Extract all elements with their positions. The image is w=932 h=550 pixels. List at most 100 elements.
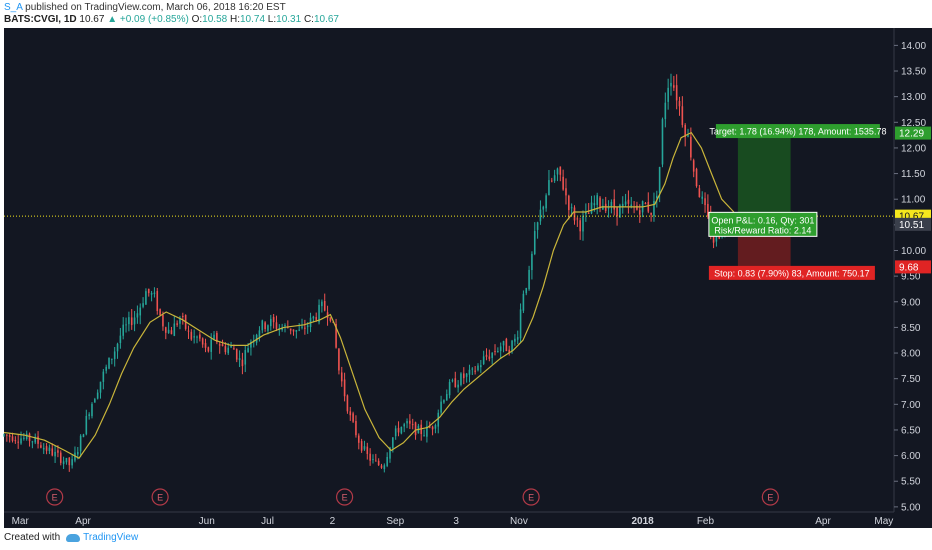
price-chart[interactable]: 14.0013.5013.0012.5012.0011.5011.0010.50… [0, 28, 932, 528]
candle-body [647, 201, 650, 212]
candle-body [193, 336, 195, 338]
candle-body [292, 329, 295, 332]
y-tick-label: 11.50 [901, 169, 926, 180]
candle-body [272, 317, 275, 323]
candle-body [128, 317, 130, 325]
candle-body [269, 318, 272, 327]
candle-body [340, 372, 343, 382]
candle-body [150, 293, 153, 295]
candle-body [164, 327, 167, 333]
candle-body [448, 381, 451, 396]
target-zone [737, 133, 791, 225]
candle-body [491, 352, 493, 358]
candle-body [113, 351, 116, 360]
candle-body [244, 350, 247, 365]
candle-body [25, 433, 28, 440]
candle-body [145, 291, 147, 305]
candle-body [511, 340, 513, 352]
candle-body [51, 448, 54, 456]
candle-body [321, 301, 323, 307]
candle-body [281, 327, 283, 330]
price-change: ▲ +0.09 (+0.85%) [107, 14, 189, 25]
earnings-marker-label: E [157, 493, 163, 503]
candle-body [261, 320, 264, 331]
candle-body [363, 446, 366, 450]
candle-body [585, 211, 587, 215]
candle-body [54, 451, 56, 457]
candle-body [213, 334, 215, 340]
pnl-label-box [708, 211, 818, 237]
candle-body [68, 457, 71, 466]
x-tick-label: Feb [697, 516, 715, 527]
candle-body [119, 335, 122, 343]
candle-body [116, 343, 119, 352]
candle-body [602, 205, 604, 210]
candle-body [607, 207, 610, 209]
candle-body [428, 426, 431, 428]
candle-body [451, 380, 454, 382]
candle-body [343, 379, 346, 397]
x-tick-label: Apr [75, 516, 91, 527]
symbol-name[interactable]: BATS:CVGI, 1D [4, 14, 77, 25]
open-value: 10.58 [202, 14, 228, 25]
candle-body [553, 175, 556, 181]
candle-body [570, 207, 573, 209]
candle-body [352, 413, 354, 422]
candle-body [275, 322, 278, 329]
x-tick-label: Sep [386, 516, 404, 527]
candle-body [96, 392, 99, 399]
candle-body [48, 447, 51, 452]
candle-body [718, 235, 721, 239]
candle-body [267, 325, 269, 331]
earnings-marker-label: E [767, 493, 773, 503]
candle-body [525, 288, 528, 294]
earnings-marker-circle [151, 488, 169, 506]
last-price: 10.67 [79, 14, 105, 25]
candle-body [88, 414, 90, 416]
candle-body [414, 422, 417, 436]
candle-body [167, 329, 170, 333]
candle-body [176, 323, 178, 325]
candle-body [471, 368, 474, 370]
candle-body [59, 452, 62, 463]
earnings-marker-circle [335, 488, 354, 506]
candle-body [440, 401, 442, 413]
candle-body [681, 106, 684, 125]
candle-body [392, 437, 394, 449]
candle-body [14, 440, 17, 442]
candle-body [235, 349, 238, 360]
candle-body [94, 399, 96, 403]
price-tag-box [895, 260, 931, 274]
candle-body [71, 459, 73, 466]
candle-body [40, 445, 42, 448]
cloud-icon [66, 533, 81, 542]
candle-body [460, 373, 462, 385]
candle-body [457, 384, 459, 388]
candle-body [559, 166, 562, 175]
candle-body [255, 334, 258, 343]
y-tick-label: 9.00 [901, 297, 921, 308]
candle-body [516, 337, 519, 340]
candle-body [122, 324, 125, 336]
candle-body [556, 168, 559, 175]
tradingview-logo[interactable]: TradingView [66, 532, 138, 543]
candle-body [210, 339, 212, 352]
candle-body [139, 307, 142, 316]
price-tag-label: 12.29 [899, 129, 924, 140]
candle-body [349, 411, 352, 416]
author-link[interactable]: S_A [4, 2, 23, 13]
candle-body [613, 199, 616, 210]
candle-body [656, 195, 658, 199]
candle-body [528, 269, 530, 290]
candle-body [306, 325, 309, 328]
candle-body [715, 232, 718, 242]
y-tick-label: 6.50 [901, 425, 921, 436]
candle-body [31, 441, 34, 443]
y-tick-label: 9.50 [901, 272, 921, 283]
candle-body [692, 160, 695, 172]
earnings-marker-circle [522, 488, 540, 506]
candle-body [326, 312, 329, 319]
candle-body [707, 203, 709, 217]
candle-body [153, 292, 156, 294]
y-tick-label: 7.50 [901, 374, 921, 385]
